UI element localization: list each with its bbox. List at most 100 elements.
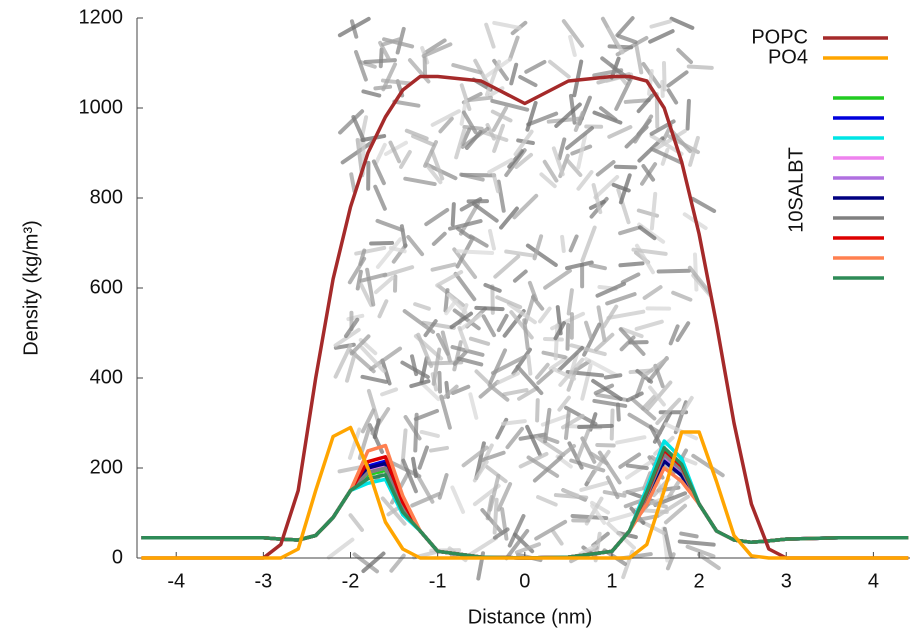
molecule-stick — [537, 306, 552, 324]
molecule-stick — [454, 127, 467, 160]
molecule-stick — [504, 528, 530, 561]
molecule-stick — [595, 160, 616, 177]
molecule-stick — [443, 288, 450, 313]
molecule-stick — [592, 398, 628, 408]
molecule-stick — [453, 271, 477, 302]
molecule-stick — [596, 305, 607, 343]
molecule-stick — [413, 302, 431, 311]
molecule-stick — [522, 318, 530, 351]
molecule-stick — [648, 29, 675, 44]
molecule-stick — [539, 172, 557, 189]
molecule-stick — [483, 282, 502, 293]
y-axis-label: Density (kg/m³) — [20, 220, 42, 356]
molecule-stick — [690, 196, 717, 213]
molecule-stick — [419, 380, 441, 402]
molecule-stick — [428, 445, 450, 453]
molecule-stick — [580, 363, 593, 401]
molecule-stick — [382, 265, 415, 278]
molecule-stick — [577, 423, 614, 429]
molecule-stick — [573, 110, 585, 132]
molecule-stick — [468, 336, 491, 346]
molecule-stick — [618, 261, 645, 268]
molecule-stick — [551, 529, 564, 546]
molecule-stick — [452, 308, 481, 331]
molecule-stick — [615, 435, 647, 445]
molecule-stick — [526, 111, 559, 127]
molecule-stick — [504, 249, 535, 258]
molecule-stick — [663, 503, 688, 525]
molecule-stick — [446, 292, 468, 315]
molecule-stick — [509, 310, 534, 340]
molecule-stick — [423, 140, 438, 168]
molecule-stick — [532, 455, 563, 483]
molecule-stick — [348, 513, 364, 532]
molecule-stick — [354, 245, 387, 256]
molecule-stick — [631, 247, 668, 256]
molecule-stick — [490, 98, 530, 112]
molecule-stick — [554, 102, 582, 128]
molecule-stick — [611, 182, 631, 193]
molecule-stick — [636, 93, 655, 114]
molecule-stick — [557, 395, 571, 412]
molecule-stick — [525, 100, 538, 132]
molecule-stick — [456, 356, 484, 367]
molecule-stick — [640, 394, 657, 411]
molecule-stick — [347, 427, 362, 460]
molecule-stick — [649, 146, 684, 165]
molecule-stick — [557, 137, 567, 161]
molecule-stick — [363, 58, 397, 65]
molecule-stick — [691, 453, 725, 478]
molecule-stick — [474, 305, 505, 312]
molecule-stick — [360, 408, 376, 434]
molecule-stick — [622, 485, 648, 495]
molecule-stick — [607, 510, 640, 523]
molecule-stick — [417, 445, 429, 470]
molecule-stick — [391, 243, 408, 264]
molecule-stick — [580, 225, 597, 263]
molecule-stick — [511, 347, 532, 376]
molecule-stick — [620, 272, 641, 285]
molecule-stick — [377, 299, 389, 319]
molecule-stick — [460, 127, 472, 146]
molecule-stick — [410, 492, 441, 508]
y-tick-label: 800 — [90, 186, 123, 208]
molecule-stick — [382, 37, 415, 49]
molecule-stick — [634, 319, 664, 331]
molecule-stick — [485, 465, 508, 484]
molecule-stick — [496, 482, 513, 512]
molecule-stick — [642, 285, 663, 300]
molecule-stick — [512, 269, 528, 283]
molecule-stick — [354, 50, 368, 82]
molecule-stick — [513, 129, 534, 157]
molecule-stick — [648, 385, 666, 407]
molecule-stick — [484, 59, 502, 97]
molecule-stick — [685, 544, 716, 559]
molecule-stick — [481, 314, 497, 338]
molecule-stick — [502, 309, 526, 338]
molecule-stick — [365, 267, 376, 307]
molecule-stick — [594, 332, 615, 352]
molecule-stick — [488, 228, 496, 251]
data-line — [141, 74, 909, 560]
molecule-stick — [392, 99, 421, 108]
molecule-stick — [450, 485, 466, 514]
molecule-stick — [666, 70, 689, 88]
molecule-stick — [488, 473, 501, 512]
plot-area: 0 200 400 600 800 1000 1200 -4 -3 -2 -1 0 1 2 3 4 — [79, 6, 910, 592]
x-tick-label: -3 — [254, 570, 272, 592]
molecule-stick — [431, 231, 447, 246]
molecule-stick — [618, 452, 642, 469]
molecule-stick — [531, 295, 545, 311]
molecule-stick — [589, 451, 609, 466]
molecule-stick — [676, 47, 693, 65]
molecule-stick — [388, 140, 402, 164]
molecule-stick — [399, 149, 412, 169]
molecule-stick — [590, 503, 607, 525]
molecule-stick — [349, 334, 371, 356]
molecule-stick — [383, 140, 408, 157]
molecule-stick — [613, 164, 638, 170]
molecule-stick — [685, 98, 691, 131]
molecule-stick — [380, 37, 401, 47]
x-tick-label: 4 — [868, 570, 879, 592]
molecule-stick — [525, 424, 542, 457]
